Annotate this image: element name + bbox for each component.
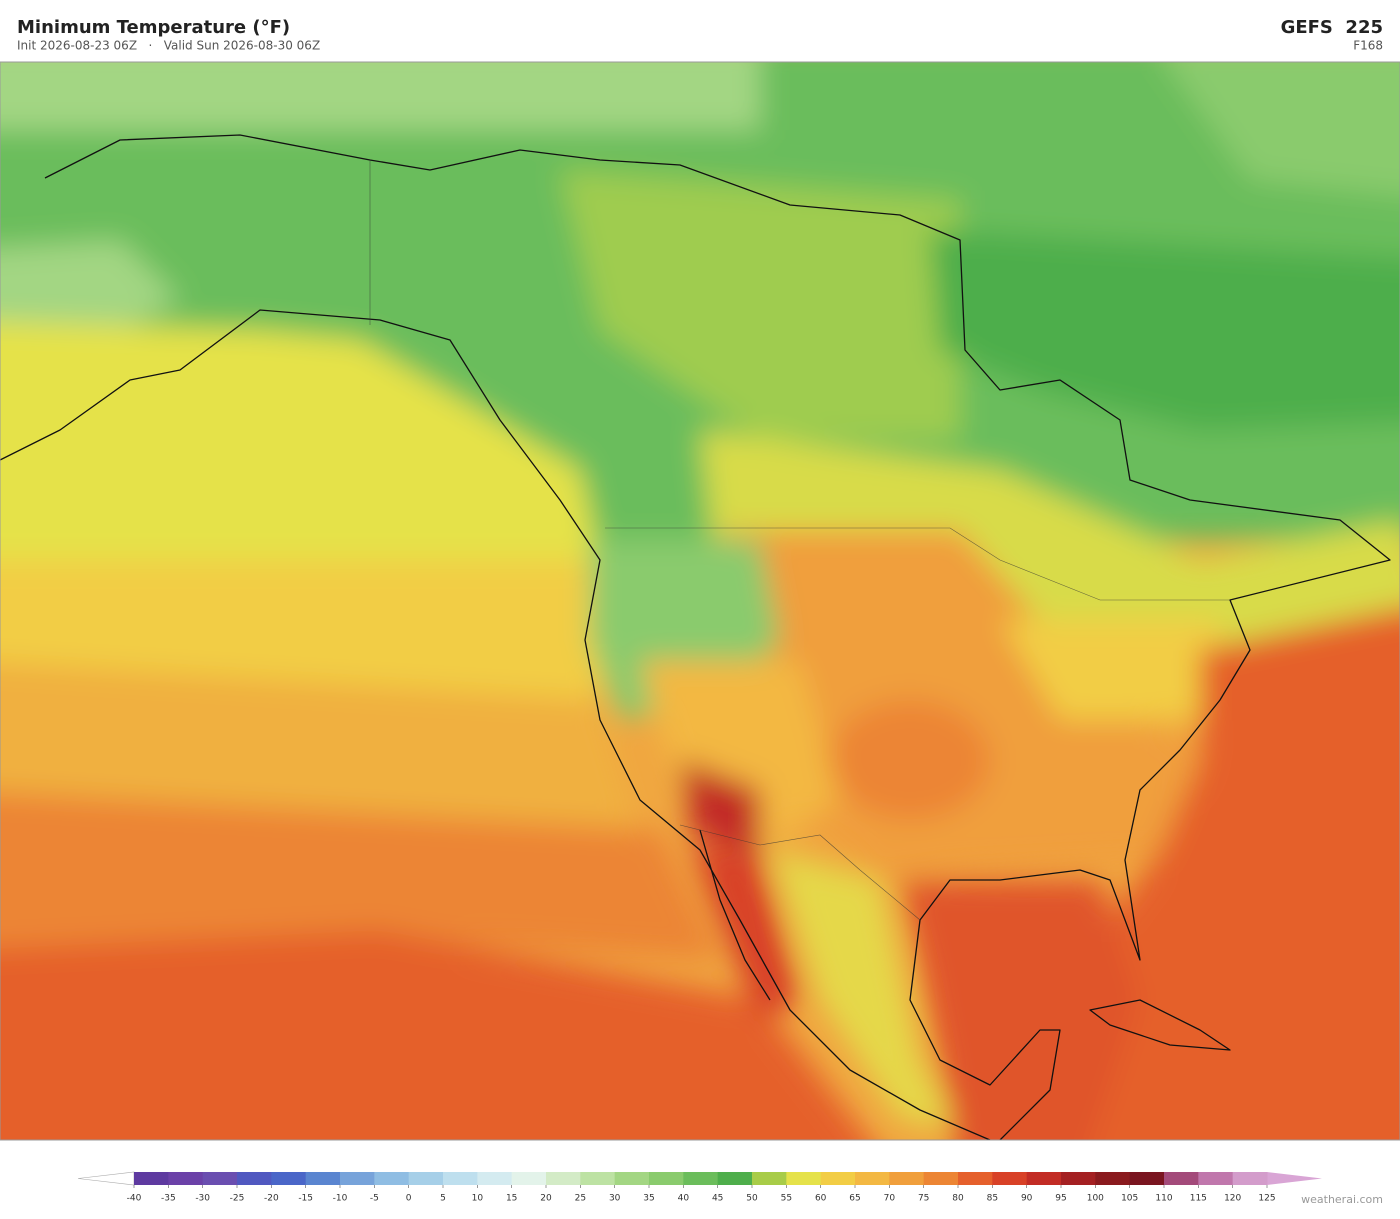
colorbar-over — [1267, 1172, 1322, 1185]
colorbar-segment — [271, 1172, 307, 1185]
colorbar-segment — [477, 1172, 513, 1185]
colorbar-segment — [443, 1172, 478, 1185]
colorbar-tick-label: 5 — [440, 1194, 446, 1204]
colorbar-segment — [889, 1172, 925, 1185]
colorbar-segment — [683, 1172, 719, 1185]
colorbar-segment — [546, 1172, 581, 1185]
colorbar-segment — [340, 1172, 375, 1185]
colorbar-tick-label: -15 — [298, 1194, 313, 1204]
colorbar-segment — [134, 1172, 169, 1185]
model-label: GEFS 225 — [1281, 17, 1383, 38]
coastline — [44, 134, 1391, 1140]
colorbar-under — [77, 1171, 135, 1186]
colorbar-tick-label: 40 — [678, 1194, 690, 1204]
temperature-field — [0, 62, 1400, 1140]
forecast-hour: F168 — [1353, 39, 1383, 53]
colorbar-tick-label: 60 — [815, 1194, 827, 1204]
colorbar-segment — [1198, 1172, 1234, 1185]
colorbar-segment — [614, 1172, 650, 1185]
colorbar-segment — [1164, 1172, 1199, 1185]
map — [0, 62, 1400, 1140]
colorbar-segment — [1129, 1172, 1165, 1185]
colorbar-segment — [511, 1172, 547, 1185]
colorbar-tick-label: 105 — [1121, 1194, 1138, 1204]
colorbar-segment — [168, 1172, 204, 1185]
colorbar-tick-label: -20 — [264, 1194, 279, 1204]
colorbar-tick-label: -30 — [195, 1194, 210, 1204]
colorbar-tick-label: 80 — [952, 1194, 964, 1204]
colorbar-tick-label: 35 — [643, 1194, 654, 1204]
colorbar-tick-label: -5 — [370, 1194, 379, 1204]
colorbar-tick-label: 20 — [540, 1194, 552, 1204]
colorbar-tick-label: 115 — [1190, 1194, 1207, 1204]
colorbar-segment — [202, 1172, 238, 1185]
colorbar-tick-label: 10 — [472, 1194, 484, 1204]
colorbar-segment — [786, 1172, 822, 1185]
colorbar: -40 -35 -30 -25 -20 -15 -10 -5 0 5 10 15 20 25 30 35 40 4… — [77, 1171, 1322, 1204]
colorbar-tick-label: 125 — [1258, 1194, 1275, 1204]
colorbar-tick-label: -40 — [127, 1194, 142, 1204]
colorbar-tick-label: 95 — [1055, 1194, 1066, 1204]
colorbar-segment — [855, 1172, 890, 1185]
credit: weatherai.com — [1301, 1193, 1383, 1206]
colorbar-tick-label: 70 — [884, 1194, 896, 1204]
colorbar-tick-label: 65 — [849, 1194, 860, 1204]
us-canada-border — [605, 527, 1230, 601]
colorbar-tick-label: 15 — [506, 1194, 517, 1204]
colorbar-segment — [923, 1172, 959, 1185]
colorbar-segment — [958, 1172, 993, 1185]
coastline-west — [0, 309, 991, 1140]
colorbar-tick-label: 100 — [1087, 1194, 1104, 1204]
colorbar-segment — [717, 1172, 753, 1185]
colorbar-tick-label: 110 — [1155, 1194, 1172, 1204]
colorbar-tick-label: 85 — [987, 1194, 998, 1204]
colorbar-tick-label: 45 — [712, 1194, 723, 1204]
colorbar-tick-label: 0 — [406, 1194, 412, 1204]
colorbar-segment — [408, 1172, 444, 1185]
colorbar-tick-label: 25 — [575, 1194, 586, 1204]
colorbar-segment — [305, 1172, 341, 1185]
colorbar-tick-label: -10 — [333, 1194, 348, 1204]
colorbar-tick-label: 120 — [1224, 1194, 1241, 1204]
colorbar-segment — [1061, 1172, 1096, 1185]
colorbar-tick-label: 55 — [781, 1194, 792, 1204]
colorbar-tick-label: 50 — [746, 1194, 758, 1204]
us-mexico-border — [679, 824, 921, 921]
colorbar-tick-label: 75 — [918, 1194, 929, 1204]
colorbar-segment — [374, 1172, 410, 1185]
subtitle: Init 2026-08-23 06Z · Valid Sun 2026-08-… — [17, 39, 320, 53]
colorbar-tick-label: 90 — [1021, 1194, 1033, 1204]
colorbar-segment — [992, 1172, 1028, 1185]
colorbar-segment — [1026, 1172, 1062, 1185]
colorbar-segment — [237, 1172, 272, 1185]
colorbar-segment — [820, 1172, 856, 1185]
map-frame — [0, 61, 1400, 1141]
colorbar-segment — [649, 1172, 684, 1185]
colorbar-segment — [752, 1172, 787, 1185]
colorbar-tick-label: -25 — [230, 1194, 245, 1204]
cuba-coast — [1089, 999, 1231, 1051]
colorbar-tick-label: -35 — [161, 1194, 176, 1204]
colorbar-segment — [1232, 1172, 1268, 1185]
colorbar-tick-label: 30 — [609, 1194, 621, 1204]
colorbar-segment — [1095, 1172, 1131, 1185]
title: Minimum Temperature (°F) — [17, 17, 290, 38]
colorbar-segment — [580, 1172, 616, 1185]
baja-coast — [699, 829, 771, 1001]
